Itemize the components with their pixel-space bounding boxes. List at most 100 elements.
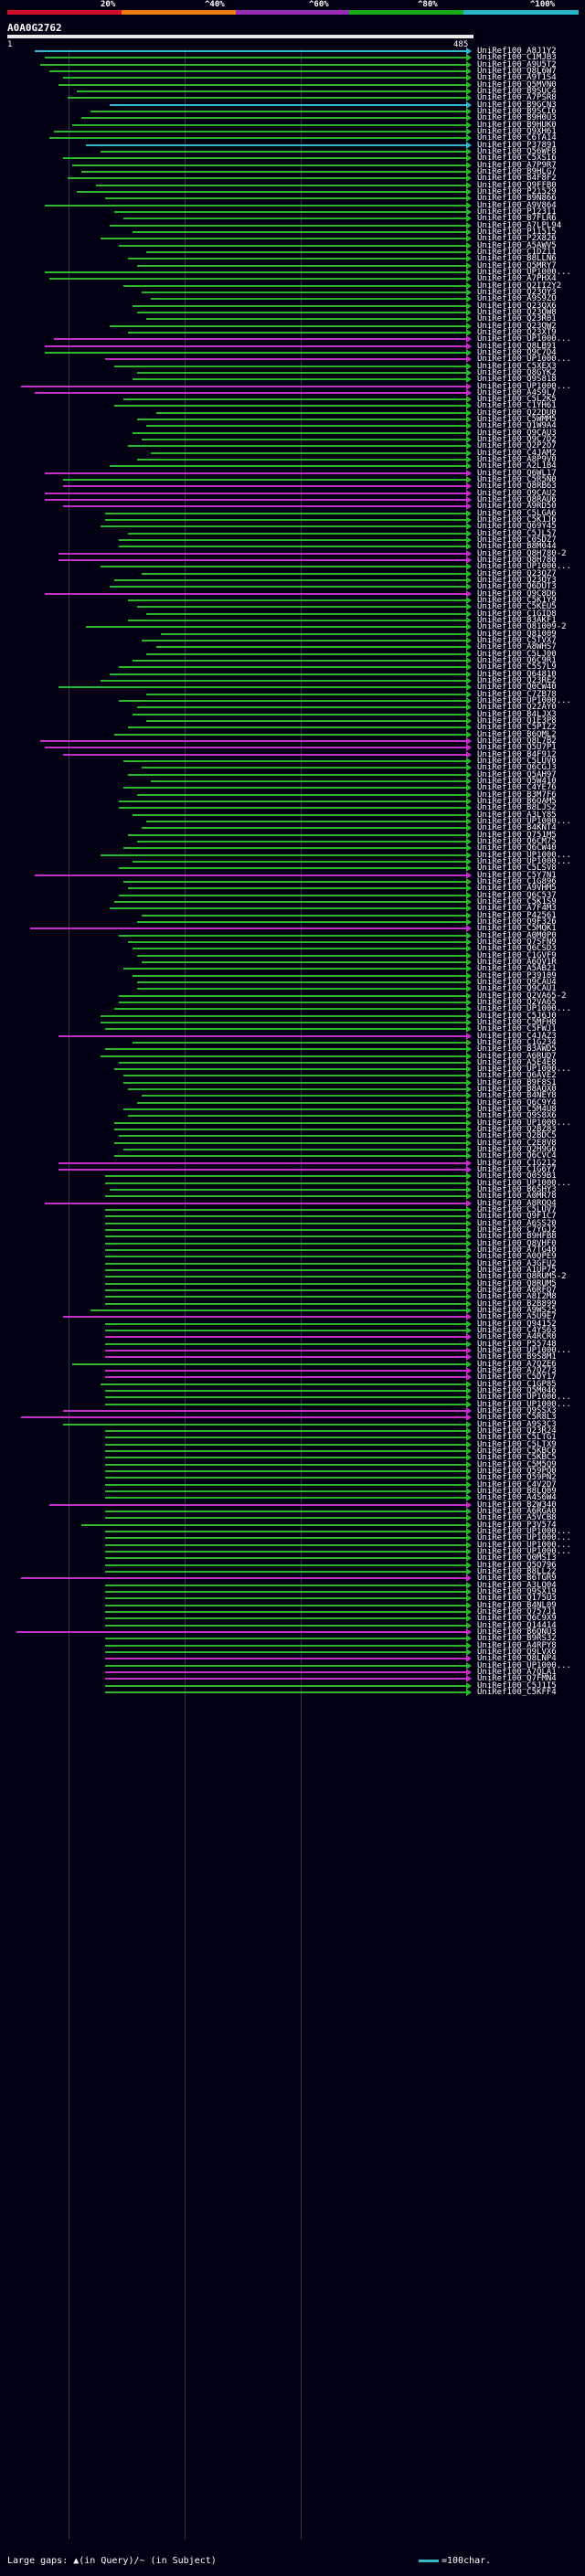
alignment-hit-bar[interactable] bbox=[105, 1320, 472, 1328]
alignment-hit-bar[interactable] bbox=[151, 450, 472, 457]
hit-label-link[interactable]: UniRef100_A6RUD7 bbox=[477, 1052, 557, 1061]
hit-label-link[interactable]: UniRef100_UP1000... bbox=[477, 1541, 571, 1550]
alignment-hit-bar[interactable] bbox=[137, 952, 472, 959]
alignment-hit-bar[interactable] bbox=[119, 663, 472, 671]
hit-label-link[interactable]: UniRef100_Q9CAU4 bbox=[477, 978, 557, 987]
hit-label-link[interactable]: UniRef100_Q9C8D6 bbox=[477, 589, 557, 599]
alignment-hit-bar[interactable] bbox=[63, 1421, 472, 1428]
hit-label-link[interactable]: UniRef100_A5E4E8 bbox=[477, 1058, 557, 1067]
alignment-hit-bar[interactable] bbox=[110, 222, 472, 229]
alignment-hit-bar[interactable] bbox=[101, 1012, 472, 1020]
hit-label-link[interactable]: UniRef100_Q9CAU1 bbox=[477, 984, 557, 993]
hit-label-link[interactable]: UniRef100_Q59PQ0 bbox=[477, 1467, 557, 1476]
alignment-hit-bar[interactable] bbox=[105, 1548, 472, 1555]
hit-label-link[interactable]: UniRef100_UP1000... bbox=[477, 1661, 571, 1670]
hit-label-link[interactable]: UniRef100_Q6C9Y4 bbox=[477, 1098, 557, 1108]
alignment-hit-bar[interactable] bbox=[105, 1193, 472, 1200]
alignment-hit-bar[interactable] bbox=[105, 1327, 472, 1334]
alignment-hit-bar[interactable] bbox=[105, 1481, 472, 1489]
alignment-hit-bar[interactable] bbox=[105, 1508, 472, 1515]
hit-label-link[interactable]: UniRef100_A9V864 bbox=[477, 201, 557, 210]
alignment-hit-bar[interactable] bbox=[105, 1206, 472, 1214]
hit-label-link[interactable]: UniRef100_Q8RB63 bbox=[477, 482, 557, 491]
alignment-hit-bar[interactable] bbox=[101, 1019, 472, 1026]
hit-label-link[interactable]: UniRef100_A3LY85 bbox=[477, 811, 557, 820]
alignment-hit-bar[interactable] bbox=[105, 1528, 472, 1535]
alignment-hit-bar[interactable] bbox=[119, 992, 472, 1000]
hit-label-link[interactable]: UniRef100_C5Y7N1 bbox=[477, 871, 557, 880]
alignment-hit-bar[interactable] bbox=[128, 1112, 472, 1119]
alignment-hit-bar[interactable] bbox=[54, 128, 472, 135]
hit-label-link[interactable]: UniRef100_P39109 bbox=[477, 971, 557, 981]
alignment-hit-bar[interactable] bbox=[105, 510, 472, 517]
alignment-hit-bar[interactable] bbox=[137, 456, 472, 463]
alignment-hit-bar[interactable] bbox=[58, 1033, 472, 1040]
alignment-hit-bar[interactable] bbox=[105, 1273, 472, 1280]
alignment-hit-bar[interactable] bbox=[110, 1186, 472, 1193]
alignment-hit-bar[interactable] bbox=[63, 154, 472, 162]
alignment-hit-bar[interactable] bbox=[142, 1092, 472, 1099]
hit-label-link[interactable]: UniRef100_C1G896 bbox=[477, 877, 557, 886]
alignment-hit-bar[interactable] bbox=[146, 422, 472, 429]
alignment-hit-bar[interactable] bbox=[105, 1293, 472, 1300]
alignment-hit-bar[interactable] bbox=[142, 637, 472, 644]
alignment-hit-bar[interactable] bbox=[105, 1682, 472, 1690]
alignment-hit-bar[interactable] bbox=[110, 101, 472, 109]
hit-label-link[interactable]: UniRef100_B9H0U3 bbox=[477, 113, 557, 122]
hit-label-link[interactable]: UniRef100_Q6DUT3 bbox=[477, 582, 557, 591]
alignment-hit-bar[interactable] bbox=[21, 383, 472, 390]
hit-label-link[interactable]: UniRef100_B2W340 bbox=[477, 1500, 557, 1510]
hit-label-link[interactable]: UniRef100_UP1000... bbox=[477, 1547, 571, 1556]
hit-label-link[interactable]: UniRef100_P42561 bbox=[477, 911, 557, 920]
alignment-hit-bar[interactable] bbox=[105, 1233, 472, 1240]
alignment-hit-bar[interactable] bbox=[63, 503, 472, 510]
alignment-hit-bar[interactable] bbox=[114, 1126, 472, 1133]
alignment-hit-bar[interactable] bbox=[146, 691, 472, 698]
alignment-hit-bar[interactable] bbox=[128, 530, 472, 537]
alignment-hit-bar[interactable] bbox=[119, 999, 472, 1006]
hit-label-link[interactable]: UniRef100_Q751M5 bbox=[477, 831, 557, 840]
hit-label-link[interactable]: UniRef100_UP1000... bbox=[477, 334, 571, 344]
hit-label-link[interactable]: UniRef100_Q23QZ7 bbox=[477, 569, 557, 578]
hit-label-link[interactable]: UniRef100_B7FLR6 bbox=[477, 214, 557, 223]
alignment-hit-bar[interactable] bbox=[101, 1053, 472, 1060]
hit-label-link[interactable]: UniRef100_Q2BZ83 bbox=[477, 1125, 557, 1134]
hit-label-link[interactable]: UniRef100_A8P9V0 bbox=[477, 455, 557, 464]
alignment-hit-bar[interactable] bbox=[45, 590, 472, 598]
alignment-hit-bar[interactable] bbox=[105, 1226, 472, 1234]
hit-label-link[interactable]: UniRef100_Q23R24 bbox=[477, 1426, 557, 1436]
alignment-hit-bar[interactable] bbox=[105, 1387, 472, 1394]
alignment-hit-bar[interactable] bbox=[146, 717, 472, 725]
alignment-hit-bar[interactable] bbox=[101, 1381, 472, 1388]
alignment-hit-bar[interactable] bbox=[137, 309, 472, 316]
alignment-hit-bar[interactable] bbox=[119, 864, 472, 872]
hit-label-link[interactable]: UniRef100_C5TVX7 bbox=[477, 636, 557, 645]
hit-label-link[interactable]: UniRef100_C4V2D7 bbox=[477, 1480, 557, 1489]
alignment-hit-bar[interactable] bbox=[133, 1039, 472, 1046]
hit-label-link[interactable]: UniRef100_Q23XT9 bbox=[477, 328, 557, 337]
alignment-hit-bar[interactable] bbox=[142, 824, 472, 832]
hit-label-link[interactable]: UniRef100_Q6CVC4 bbox=[477, 1151, 557, 1161]
hit-label-link[interactable]: UniRef100_UP1000... bbox=[477, 355, 571, 364]
hit-label-link[interactable]: UniRef100_A4S9L7 bbox=[477, 388, 557, 398]
alignment-hit-bar[interactable] bbox=[123, 758, 472, 765]
hit-label-link[interactable]: UniRef100_B2B899 bbox=[477, 1299, 557, 1309]
hit-label-link[interactable]: UniRef100_Q5MVN0 bbox=[477, 80, 557, 90]
alignment-hit-bar[interactable] bbox=[49, 275, 472, 282]
hit-label-link[interactable]: UniRef100_Q1E3P8 bbox=[477, 716, 557, 726]
hit-label-link[interactable]: UniRef100_B8LL22 bbox=[477, 1567, 557, 1576]
alignment-hit-bar[interactable] bbox=[133, 228, 472, 236]
hit-label-link[interactable]: UniRef100_Q2H9G6 bbox=[477, 1145, 557, 1154]
hit-label-link[interactable]: UniRef100_B6QNU3 bbox=[477, 1627, 557, 1637]
hit-label-link[interactable]: UniRef100_Q7FMN4 bbox=[477, 1674, 557, 1683]
hit-label-link[interactable]: UniRef100_Q0MSI3 bbox=[477, 1553, 557, 1563]
alignment-hit-bar[interactable] bbox=[105, 1488, 472, 1495]
hit-label-link[interactable]: UniRef100_UP1000... bbox=[477, 857, 571, 866]
alignment-hit-bar[interactable] bbox=[105, 1689, 472, 1696]
hit-label-link[interactable]: UniRef100_Q2VA65 bbox=[477, 998, 557, 1007]
hit-label-link[interactable]: UniRef100_Q6C9X9 bbox=[477, 1614, 557, 1623]
alignment-hit-bar[interactable] bbox=[96, 182, 472, 189]
alignment-hit-bar[interactable] bbox=[133, 972, 472, 980]
alignment-hit-bar[interactable] bbox=[105, 1267, 472, 1274]
alignment-hit-bar[interactable] bbox=[137, 979, 472, 986]
